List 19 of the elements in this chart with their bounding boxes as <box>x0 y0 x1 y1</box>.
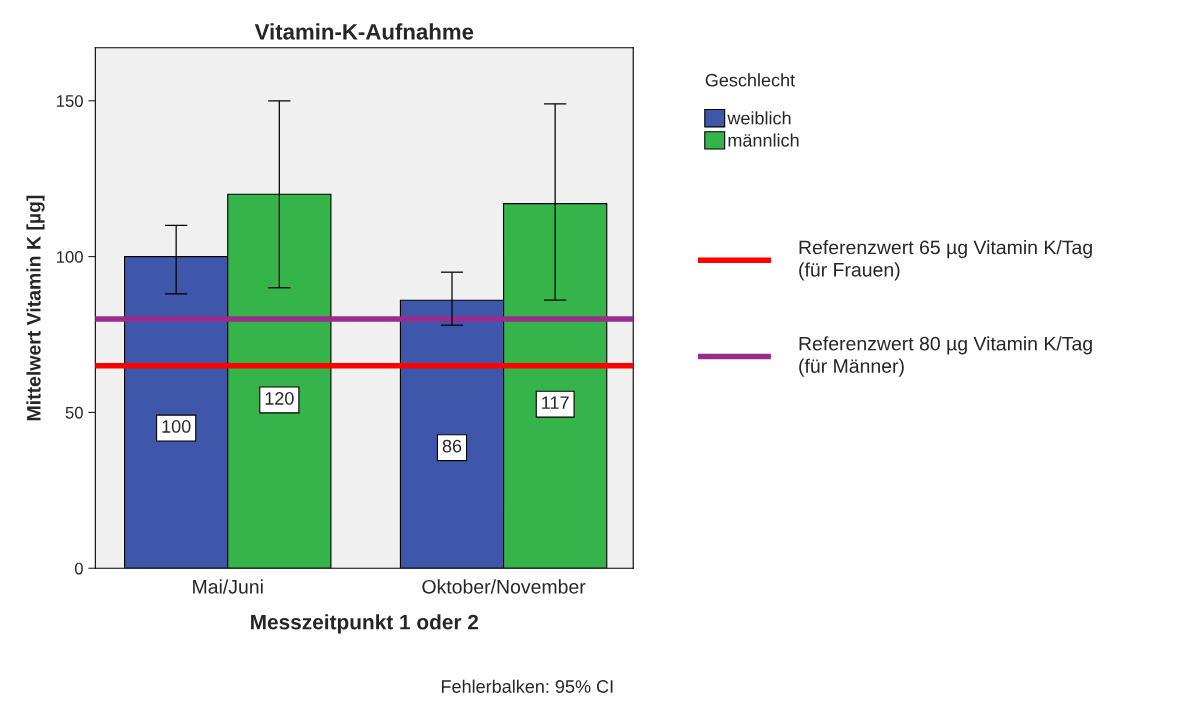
legend-label: weiblich <box>727 111 791 125</box>
data-label: 86 <box>442 439 462 453</box>
text: Fehlerbalken: 95% CI <box>441 679 613 693</box>
y-axis-title: Mittelwert Vitamin K [µg] <box>26 195 45 421</box>
y-tick-label: 150 <box>57 95 83 107</box>
chart-title: Vitamin-K-Aufnahme <box>254 23 474 40</box>
legend-label: Referenzwert 80 µg Vitamin K/Tag (für Männer) <box>799 336 1092 377</box>
legend-label: Referenzwert 65 µg Vitamin K/Tag (für Frauen) <box>799 240 1092 281</box>
legend-title: Geschlecht <box>705 73 795 87</box>
data-label: 117 <box>542 396 569 409</box>
y-tick-label: 50 <box>65 406 83 419</box>
x-tick-label: Mai/Juni <box>193 579 263 594</box>
y-tick-label: 0 <box>74 562 83 575</box>
x-tick-label: Oktober/November <box>422 579 586 594</box>
data-label: 100 <box>162 420 191 433</box>
x-axis-title: Messzeitpunkt 1 oder 2 <box>251 614 479 634</box>
legend-label: männlich <box>728 133 799 147</box>
y-tick-label: 100 <box>57 250 83 263</box>
data-label: 120 <box>265 392 294 405</box>
